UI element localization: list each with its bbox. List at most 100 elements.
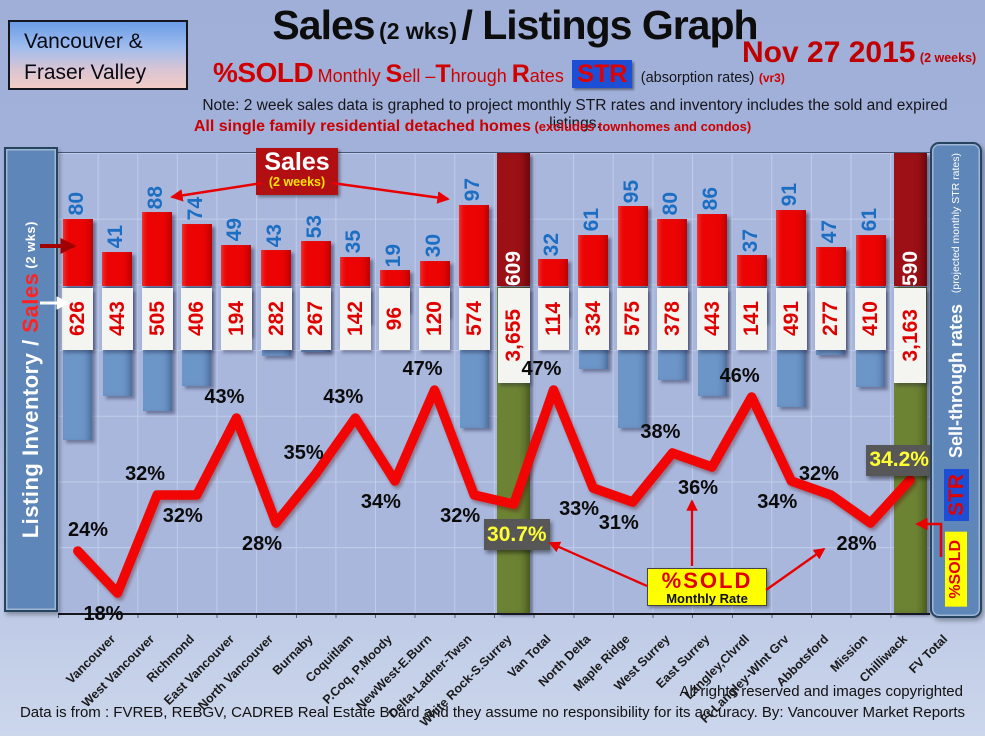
pct-label: 38% (640, 421, 681, 443)
sales-bar (181, 223, 212, 286)
inventory-label-box: 96 (379, 288, 411, 350)
subtitle-segment: T (435, 60, 451, 88)
inventory-label-box: 194 (220, 288, 252, 350)
sales-bar (102, 251, 133, 286)
copyright-text: All rights reserved and images copyright… (679, 683, 963, 700)
inventory-label-box: 491 (775, 288, 807, 350)
data-source-text: Data is from : FVREB, REBGV, CADREB Real… (19, 704, 966, 721)
subtitle-segment: Monthly (317, 66, 386, 86)
pct-label: 31% (598, 512, 639, 534)
total-sales-bar: 590 (893, 153, 927, 286)
sales-bar (617, 206, 648, 286)
left-axis-sales-label: Sales (18, 272, 43, 333)
pct-label: 34% (360, 491, 401, 513)
property-type-paren: (excludes townhomes and condos) (530, 119, 752, 134)
pct-label: 18% (83, 603, 124, 625)
inventory-label-box: 142 (339, 288, 371, 350)
sales-bar (736, 254, 767, 286)
sales-bar (578, 234, 609, 286)
property-type-main: All single family residential detached h… (193, 118, 531, 135)
plot-area: 80 626 24% 41 443 18% 88 505 32% 74 406 32% 49 194 43%… (58, 152, 933, 625)
inventory-label-box: 410 (855, 288, 887, 350)
x-axis-label: West Vancouver (79, 632, 158, 711)
pct-label: 34% (757, 491, 798, 513)
sales-bar (340, 256, 371, 286)
pct-sold-title: %SOLD (213, 57, 314, 88)
inventory-label-box: 443 (101, 288, 133, 350)
pct-label: 33% (559, 498, 600, 520)
inventory-label-box: 120 (419, 288, 451, 350)
title-main2: / Listings Graph (461, 2, 758, 48)
pct-label: 32% (162, 505, 203, 527)
sales-bar (815, 246, 846, 286)
subtitle-segment: S (385, 60, 403, 88)
x-axis-ticks (58, 613, 930, 618)
inventory-label-box: 505 (141, 288, 173, 350)
region-line2: Fraser Valley (24, 61, 147, 84)
inventory-label-box: 575 (617, 288, 649, 350)
right-axis-title: (projected monthly STR rates) Sell-throu… (930, 142, 982, 618)
pct-sold-callout: %SOLD Monthly Rate (647, 568, 767, 606)
pct-label: 28% (241, 533, 283, 555)
left-axis-inventory-label: Listing Inventory / (18, 332, 43, 539)
x-axis-label: FV Total (905, 632, 951, 677)
x-axis: Vancouver West Vancouver Richmond East Vanc… (58, 618, 950, 729)
sales-callout: Sales (2 weeks) (256, 148, 338, 195)
sales-bar (855, 234, 886, 286)
pct-label: 32% (440, 505, 481, 527)
sales-bar (300, 241, 331, 286)
sales-bar (459, 204, 490, 286)
str-badge-vertical: STR (943, 469, 969, 522)
inventory-label-box: 3,655 (497, 288, 530, 383)
inventory-label-box: 378 (656, 288, 688, 350)
report-date-text: Nov 27 2015 (742, 36, 916, 69)
pct-sold-callout-title: %SOLD (661, 568, 753, 593)
sales-bar (379, 270, 410, 286)
report-date-suffix: (2 weeks) (919, 51, 977, 65)
sales-callout-subtitle: (2 weeks) (268, 175, 326, 189)
sales-bar (221, 244, 252, 286)
inventory-label-box: 267 (300, 288, 332, 350)
subtitle-segment: R (511, 60, 530, 88)
pct-label: 46% (719, 365, 760, 387)
str-line (73, 385, 915, 598)
inventory-label-box: 282 (260, 288, 292, 350)
subtitle-segment: hrough (450, 66, 512, 86)
subtitle: %SOLD Monthly Sell –Through Rates STR (a… (213, 57, 785, 89)
subtitle-segment: ates (529, 66, 564, 86)
inventory-label-box: 574 (458, 288, 490, 350)
sales-bar (419, 260, 450, 286)
title-main: Sales (272, 2, 375, 48)
pct-sold-badge-vertical: %SOLD (945, 532, 967, 607)
pct-total-box: 34.2% (866, 444, 933, 476)
pct-label: 47% (402, 358, 443, 380)
left-axis-title: Listing Inventory / Sales (2 wks) (4, 147, 58, 612)
right-axis-title-text: Sell-through rates (946, 304, 966, 459)
pct-label: 36% (677, 477, 719, 499)
pct-label: 24% (67, 519, 109, 541)
region-line1: Vancouver & (24, 30, 143, 53)
subtitle-segment: ell – (402, 66, 436, 86)
pct-label: 43% (323, 386, 364, 408)
sales-bar (657, 218, 688, 286)
x-axis-label: P.Coq, P.Moody (320, 632, 396, 707)
inventory-label-box: 114 (537, 288, 569, 350)
sales-bar (697, 213, 727, 286)
x-axis-label: North Vancouver (195, 632, 277, 713)
region-label: Vancouver & Fraser Valley (8, 20, 188, 90)
title-period: (2 wks) (379, 18, 458, 44)
absorption-note: (absorption rates) (640, 70, 755, 86)
total-sales-bar: 609 (497, 153, 531, 286)
str-badge: STR (572, 60, 633, 88)
pct-label: 32% (798, 463, 839, 485)
right-axis-note: (projected monthly STR rates) (949, 153, 962, 294)
left-axis-period-label: (2 wks) (23, 220, 38, 273)
str-line-chart (73, 385, 915, 598)
pct-label: 35% (283, 442, 324, 464)
report-date: Nov 27 2015 (2 weeks) (742, 36, 976, 70)
inventory-label-box: 334 (577, 288, 609, 350)
inventory-label-box: 277 (815, 288, 847, 350)
inventory-label-box: 406 (181, 288, 213, 350)
note-text: Note: 2 week sales data is graphed to pr… (202, 97, 948, 132)
pct-label: 32% (125, 463, 166, 485)
